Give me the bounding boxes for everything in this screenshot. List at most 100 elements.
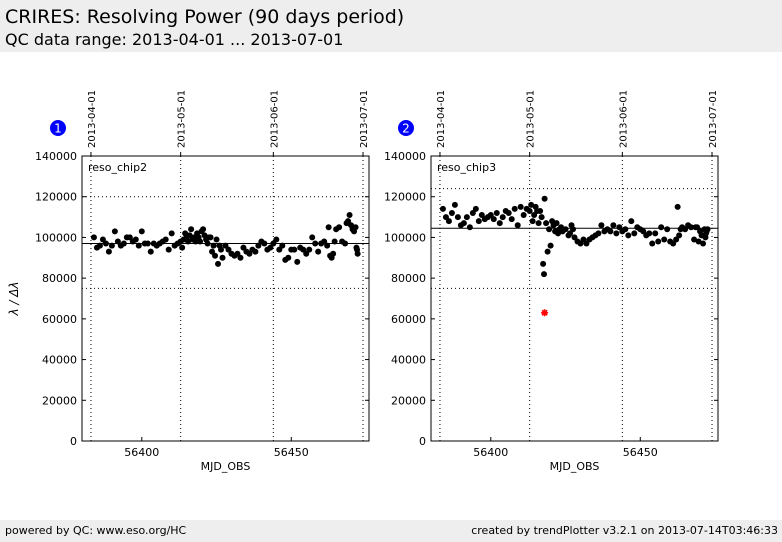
chart-2-data-point	[700, 240, 707, 247]
chart-1-date-label: 2013-05-01	[177, 90, 188, 148]
chart-1-xlabel: MJD_OBS	[201, 460, 251, 473]
chart-1-data-point	[120, 240, 127, 247]
chart-1-data-point	[111, 228, 118, 235]
chart-1-data-point	[197, 238, 204, 245]
chart-2-ytick-label: 40000	[391, 354, 426, 367]
chart-2-data-point	[622, 226, 629, 233]
chart-2-data-point	[610, 222, 617, 229]
chart-2-data-point	[490, 216, 497, 223]
chart-2-data-point	[631, 230, 638, 237]
chart-2-data-point	[664, 226, 671, 233]
chart-2-data-point	[528, 201, 535, 208]
chart-1-badge-number: 1	[54, 122, 62, 136]
chart-2-data-point	[674, 203, 681, 210]
chart-2-data-point	[652, 230, 659, 237]
chart-2-data-point	[547, 242, 554, 249]
chart-1-data-point	[204, 240, 211, 247]
chart-2-data-point	[475, 218, 482, 225]
chart-2-outlier-point	[541, 309, 549, 317]
chart-2-ytick-label: 20000	[391, 394, 426, 407]
chart-1-data-point	[147, 248, 154, 255]
chart-1-data-point	[315, 248, 322, 255]
chart-1-data-point	[132, 236, 139, 243]
chart-1-data-point	[210, 242, 217, 249]
chart-1-data-point	[336, 224, 343, 231]
chart-2-date-label: 2013-06-01	[618, 90, 629, 148]
chart-1-ytick-label: 100000	[35, 231, 77, 244]
chart-1-data-point	[218, 246, 225, 253]
chart-1-xtick-label: 56400	[124, 446, 159, 459]
chart-2-badge-number: 2	[402, 122, 410, 136]
chart-2-data-point	[526, 207, 533, 214]
chart-2-data-point	[646, 230, 653, 237]
report-footer: powered by QC: www.eso.org/HC created by…	[0, 520, 782, 542]
chart-2-data-point	[688, 224, 695, 231]
chart-2-ytick-label: 80000	[391, 272, 426, 285]
chart-2-data-point	[538, 214, 545, 221]
chart-2-data-point	[463, 214, 470, 221]
chart-1-ytick-label: 60000	[42, 313, 77, 326]
chart-1-data-point	[252, 248, 259, 255]
chart-2-data-point	[676, 232, 683, 239]
chart-2-ytick-label: 120000	[384, 191, 426, 204]
chart-1-ytick-label: 40000	[42, 354, 77, 367]
chart-2-data-point	[451, 201, 458, 208]
chart-1-data-point	[325, 224, 332, 231]
chart-1-frame	[81, 155, 370, 442]
chart-2-data-point	[544, 248, 551, 255]
chart-1-data-point	[291, 246, 298, 253]
chart-2-frame	[430, 155, 719, 442]
chart-2-data-point	[505, 210, 512, 216]
chart-1-data-point	[237, 254, 244, 261]
chart-2-badge	[398, 120, 414, 136]
chart-2-data-point	[546, 226, 553, 233]
chart-1-data-point	[261, 240, 268, 247]
chart-2-xlabel: MJD_OBS	[550, 460, 600, 473]
chart-1-data-point	[309, 234, 316, 241]
chart-2-data-point	[514, 222, 521, 229]
chart-2-data-point	[541, 271, 548, 278]
footer-created-by: created by trendPlotter v3.2.1 on 2013-0…	[471, 524, 778, 537]
chart-1-date-label: 2013-06-01	[269, 90, 280, 148]
chart-2-data-point	[496, 220, 503, 227]
chart-2-data-point	[704, 226, 711, 233]
chart-1-data-point	[200, 226, 207, 233]
chart-2-data-point	[454, 214, 461, 221]
chart-1-data-point	[213, 236, 220, 243]
chart-2-data-point	[499, 214, 506, 221]
chart-2-date-label: 2013-05-01	[526, 90, 537, 148]
chart-2-data-point	[553, 220, 560, 227]
chart-2-data-point	[520, 212, 527, 219]
chart-2-data-point	[695, 238, 702, 245]
chart-2-data-point	[508, 216, 515, 223]
chart-2-date-label: 2013-04-01	[436, 90, 447, 148]
chart-2-data-point	[691, 236, 698, 243]
chart-1-data-point	[188, 226, 195, 233]
chart-1-data-point	[144, 240, 151, 247]
chart-2-data-point	[445, 218, 452, 225]
chart-2-ytick-label: 60000	[391, 313, 426, 326]
chart-1-date-label: 2013-04-01	[87, 90, 98, 148]
chart-2-date-label: 2013-07-01	[708, 90, 719, 148]
chart-1-ytick-label: 20000	[42, 394, 77, 407]
chart-2-data-point	[595, 230, 602, 237]
chart-2-ytick-label: 100000	[384, 231, 426, 244]
chart-1-ytick-label: 80000	[42, 272, 77, 285]
chart-2-ytick-label: 0	[419, 435, 426, 448]
plots-area: 2013-04-01 2013-05-01 2013-06-01 2013-07-01…	[7, 90, 719, 473]
chart-1-data-point	[207, 234, 214, 241]
chart-1-data-point	[105, 248, 112, 255]
chart-1-data-point	[168, 230, 175, 237]
chart-2-data-point	[658, 224, 665, 231]
chart-1-data-point	[346, 212, 353, 219]
chart-2-data-point	[570, 226, 577, 233]
chart-1-data-point	[219, 254, 226, 261]
chart-1-data-point	[108, 242, 115, 249]
chart-2-ytick-label: 140000	[384, 150, 426, 163]
chart-1-data-point	[185, 238, 192, 245]
page-title: CRIRES: Resolving Power (90 days period)	[5, 6, 405, 28]
chart-2-data-point	[540, 260, 547, 267]
chart-1-xtick-label: 56450	[274, 446, 309, 459]
chart-1-data-point	[324, 242, 331, 249]
chart-1-data-point	[273, 236, 280, 243]
